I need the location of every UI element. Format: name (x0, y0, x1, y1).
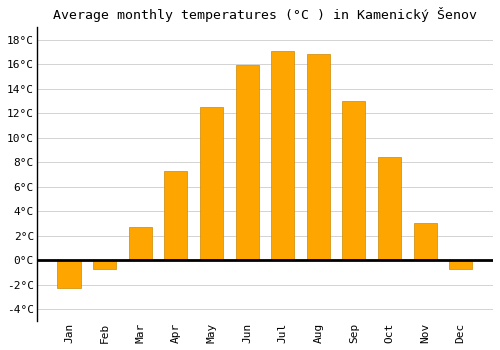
Bar (342, 101, 365, 260)
Bar (164, 171, 188, 260)
Bar (93, 260, 116, 269)
Bar (236, 65, 258, 260)
Bar (378, 157, 401, 260)
Title: Average monthly temperatures (°C ) in Kamenický Šenov: Average monthly temperatures (°C ) in Ka… (53, 7, 477, 22)
Bar (271, 50, 294, 260)
Bar (414, 223, 436, 260)
Bar (128, 227, 152, 260)
Bar (449, 260, 472, 269)
Bar (58, 260, 80, 288)
Bar (200, 107, 223, 260)
Bar (306, 54, 330, 260)
